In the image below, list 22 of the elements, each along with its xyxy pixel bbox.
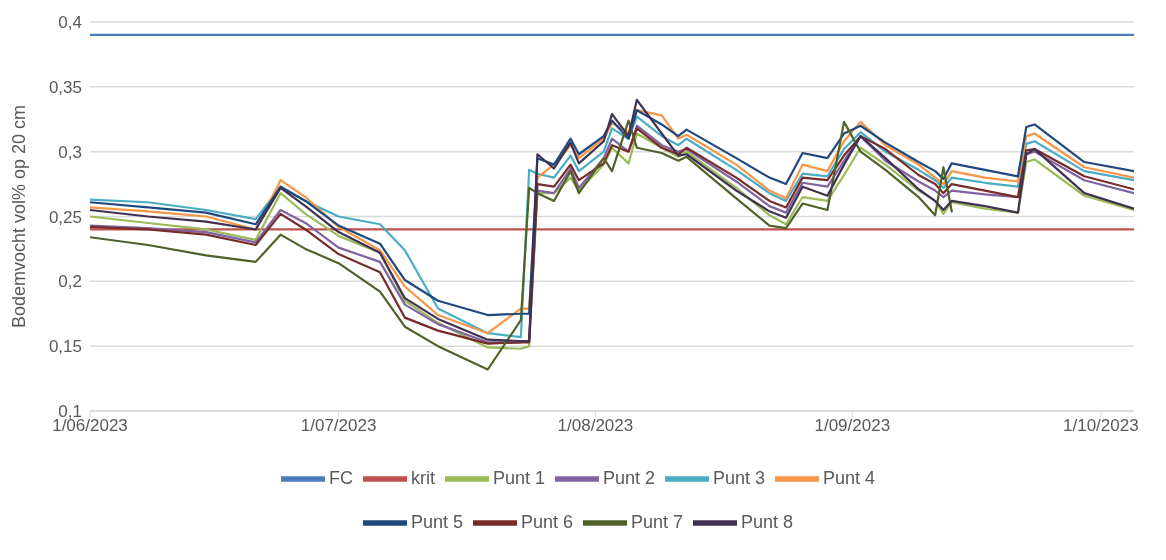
y-tick-label: 0,4 bbox=[58, 13, 82, 33]
y-tick-label: 0,3 bbox=[58, 142, 82, 162]
legend-label: krit bbox=[410, 467, 435, 488]
legend-label: Punt 3 bbox=[713, 467, 766, 488]
x-tick-label: 1/08/2023 bbox=[557, 416, 634, 436]
legend-label: Punt 8 bbox=[741, 511, 794, 532]
y-tick-label: 0,35 bbox=[48, 77, 82, 97]
legend-label: Punt 1 bbox=[492, 467, 545, 488]
line-series bbox=[90, 119, 953, 371]
legend-label: Punt 5 bbox=[410, 511, 463, 532]
x-tick-label: 1/10/2023 bbox=[1063, 416, 1139, 436]
legend-label: Punt 6 bbox=[520, 511, 573, 532]
legend-label: Punt 7 bbox=[631, 511, 684, 532]
legend-label: FC bbox=[328, 467, 353, 488]
legend-label: Punt 2 bbox=[602, 467, 655, 488]
legend-label: Punt 4 bbox=[823, 467, 876, 488]
x-tick-label: 1/07/2023 bbox=[300, 416, 377, 436]
y-axis-title: Bodemvocht vol% op 20 cm bbox=[9, 104, 30, 329]
y-tick-label: 0,15 bbox=[48, 337, 82, 357]
x-tick-label: 1/09/2023 bbox=[814, 416, 891, 436]
y-tick-label: 0,2 bbox=[58, 272, 82, 292]
y-tick-label: 0,25 bbox=[48, 207, 82, 227]
